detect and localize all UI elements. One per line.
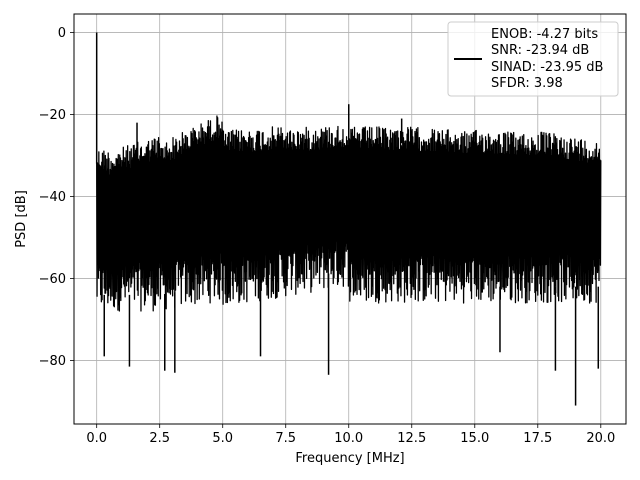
x-tick-label: 0.0: [86, 431, 107, 446]
x-tick-label: 15.0: [460, 431, 489, 446]
x-tick-label: 5.0: [212, 431, 233, 446]
legend-line-snr: SNR: -23.94 dB: [491, 43, 589, 58]
legend-line-sfdr: SFDR: 3.98: [491, 76, 563, 91]
x-tick-label: 10.0: [334, 431, 363, 446]
y-tick-label: −80: [39, 354, 66, 369]
y-tick-label: 0: [58, 26, 66, 41]
axes-frame: [73, 13, 627, 425]
legend: ENOB: -4.27 bits SNR: -23.94 dB SINAD: -…: [447, 21, 619, 97]
plot-area: [95, 32, 602, 406]
y-tick-label: −60: [39, 272, 66, 287]
x-tick-label: 12.5: [397, 431, 426, 446]
x-axis-ticks: 0.0 2.5 5.0 7.5 10.0 12.5 15.0 17.5 20.0: [86, 424, 615, 446]
y-axis-ticks: 0 −20 −40 −60 −80: [39, 26, 74, 369]
x-tick-label: 2.5: [149, 431, 170, 446]
legend-line-enob: ENOB: -4.27 bits: [491, 27, 598, 42]
y-axis-label: PSD [dB]: [14, 190, 29, 248]
y-tick-label: −40: [39, 190, 66, 205]
legend-box: [447, 21, 619, 97]
x-axis-label: Frequency [MHz]: [295, 451, 404, 466]
x-tick-label: 20.0: [586, 431, 615, 446]
legend-line-sinad: SINAD: -23.95 dB: [491, 60, 603, 75]
y-tick-label: −20: [39, 108, 66, 123]
x-tick-label: 7.5: [275, 431, 296, 446]
x-tick-label: 17.5: [523, 431, 552, 446]
